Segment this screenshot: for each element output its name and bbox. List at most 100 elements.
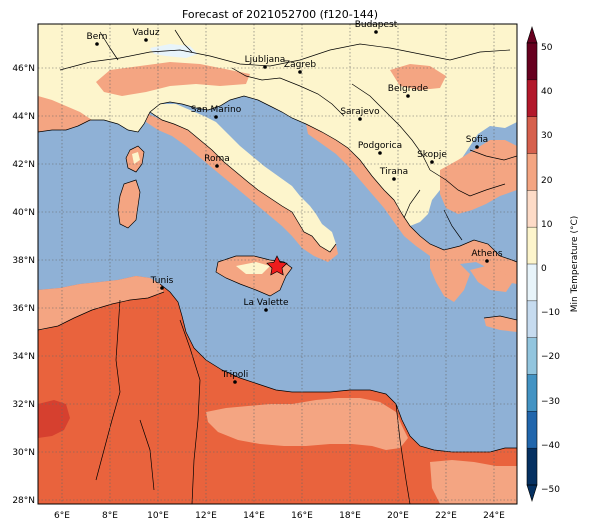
- city-la-valette: La Valette: [244, 298, 289, 312]
- city-label: Roma: [204, 154, 230, 164]
- land-sardinia: [118, 180, 140, 228]
- land-italy-warm: [146, 114, 338, 262]
- colorbar-tick: 40: [541, 87, 553, 97]
- lat-tick-label: 30°N: [12, 448, 35, 458]
- city-roma: Roma: [204, 154, 230, 168]
- land-italy: [150, 104, 336, 252]
- colorbar-cell: [527, 227, 537, 265]
- colorbar-cell: [527, 116, 537, 154]
- city-label: Sofia: [466, 135, 488, 145]
- city-label: Sarajevo: [340, 107, 380, 117]
- colorbar-cell: [527, 153, 537, 191]
- land-africa-light-2: [206, 398, 408, 450]
- city-label: Belgrade: [388, 84, 429, 94]
- colorbar-cell: [527, 337, 537, 375]
- city-label: Tirana: [379, 167, 408, 177]
- city-bern: Bern: [87, 32, 108, 46]
- star-marker-icon: [266, 255, 288, 276]
- city-ljubljana: Ljubljana: [245, 55, 286, 69]
- city-label: Athens: [471, 249, 502, 259]
- land-balkan-warm: [306, 124, 517, 284]
- map-frame: [37, 23, 518, 505]
- land-aegean-warm: [470, 266, 514, 292]
- city-zagreb: Zagreb: [284, 60, 316, 74]
- lat-tick-label: 40°N: [12, 208, 35, 218]
- city-label: Skopje: [417, 150, 447, 160]
- lat-tick-label: 38°N: [12, 256, 35, 266]
- city-san-marino: San Marino: [191, 105, 242, 119]
- city-label: La Valette: [244, 298, 289, 308]
- lon-tick-label: 16°E: [291, 511, 313, 521]
- city-podgorica: Podgorica: [358, 141, 402, 155]
- land-corsica-cool: [132, 152, 140, 164]
- city-belgrade: Belgrade: [388, 84, 429, 98]
- city-tirana: Tirana: [379, 167, 408, 181]
- graticule: [38, 24, 517, 504]
- colorbar-tick: 0: [541, 264, 547, 274]
- city-label: Vaduz: [132, 28, 159, 38]
- map-title: Forecast of 2021052700 (f120-144): [182, 8, 378, 21]
- colorbar-tick-labels: 50 40 30 20 10 0 −10 −20 −30 −40 −50: [541, 43, 560, 495]
- land-crete: [484, 316, 517, 332]
- city-label: Ljubljana: [245, 55, 286, 65]
- lat-tick-label: 44°N: [12, 112, 35, 122]
- lon-tick-label: 20°E: [387, 511, 409, 521]
- lon-tick-label: 6°E: [54, 511, 70, 521]
- lon-tick-label: 18°E: [339, 511, 361, 521]
- colorbar-tick: −10: [541, 308, 560, 318]
- colorbar-cell: [527, 264, 537, 302]
- lat-tick-label: 28°N: [12, 496, 35, 506]
- colorbar-cell: [527, 374, 537, 412]
- lon-tick-label: 24°E: [483, 511, 505, 521]
- city-label: San Marino: [191, 105, 242, 115]
- colorbar-cell: [527, 79, 537, 117]
- city-label: Tripoli: [221, 370, 249, 380]
- land-po-warm: [96, 62, 250, 96]
- land-sicily-cool: [236, 262, 270, 274]
- lat-tick-label: 34°N: [12, 352, 35, 362]
- lon-tick-labels: 6°E 8°E 10°E 12°E 14°E 16°E 18°E 20°E 22…: [54, 511, 505, 521]
- city-athens: Athens: [471, 249, 503, 263]
- colorbar-cell: [527, 448, 537, 486]
- colorbar-tick: −40: [541, 441, 560, 451]
- colorbar-tick: 30: [541, 131, 553, 141]
- colorbar-cell: [527, 300, 537, 338]
- colorbar-label: Min Temperature (°C): [570, 216, 580, 313]
- colorbar-tick: −20: [541, 352, 560, 362]
- city-markers: Bern Vaduz Budapest Ljubljana Zagreb Bel…: [87, 20, 503, 384]
- land-alps-cold: [150, 44, 198, 58]
- city-sarajevo: Sarajevo: [340, 107, 380, 121]
- colorbar-cell: [527, 411, 537, 449]
- colorbar-cell: [527, 43, 537, 81]
- lon-tick-label: 14°E: [243, 511, 265, 521]
- city-tripoli: Tripoli: [221, 370, 249, 384]
- city-label: Podgorica: [358, 141, 402, 151]
- lon-tick-label: 12°E: [195, 511, 217, 521]
- colorbar-tick: 50: [541, 43, 553, 53]
- land-peloponnese: [430, 252, 470, 302]
- city-label: Zagreb: [284, 60, 316, 70]
- land-west-warm: [38, 96, 92, 132]
- city-label: Tunis: [150, 276, 174, 286]
- colorbar-tick: 10: [541, 220, 553, 230]
- lat-tick-label: 46°N: [12, 64, 35, 74]
- colorbar-cell: [527, 190, 537, 228]
- lon-tick-label: 10°E: [147, 511, 169, 521]
- city-vaduz: Vaduz: [132, 28, 160, 42]
- city-label: Budapest: [355, 20, 398, 30]
- lat-tick-label: 36°N: [12, 304, 35, 314]
- land-africa-light-3: [430, 460, 517, 504]
- colorbar-tick: −50: [541, 485, 560, 495]
- colorbar-frame: [526, 42, 538, 486]
- city-label: Bern: [87, 32, 108, 42]
- land-africa-light-1: [38, 276, 164, 330]
- city-tunis: Tunis: [150, 276, 174, 290]
- colorbar: 50 40 30 20 10 0 −10 −20 −30 −40 −50 Min…: [526, 25, 580, 503]
- colorbar-top-arrow: [526, 25, 538, 44]
- colorbar-tick: −30: [541, 397, 560, 407]
- lat-tick-labels: 46°N 44°N 42°N 40°N 38°N 36°N 34°N 32°N …: [12, 64, 35, 506]
- city-budapest: Budapest: [355, 20, 398, 34]
- colorbar-bottom-arrow: [526, 484, 538, 503]
- city-sofia: Sofia: [466, 135, 488, 149]
